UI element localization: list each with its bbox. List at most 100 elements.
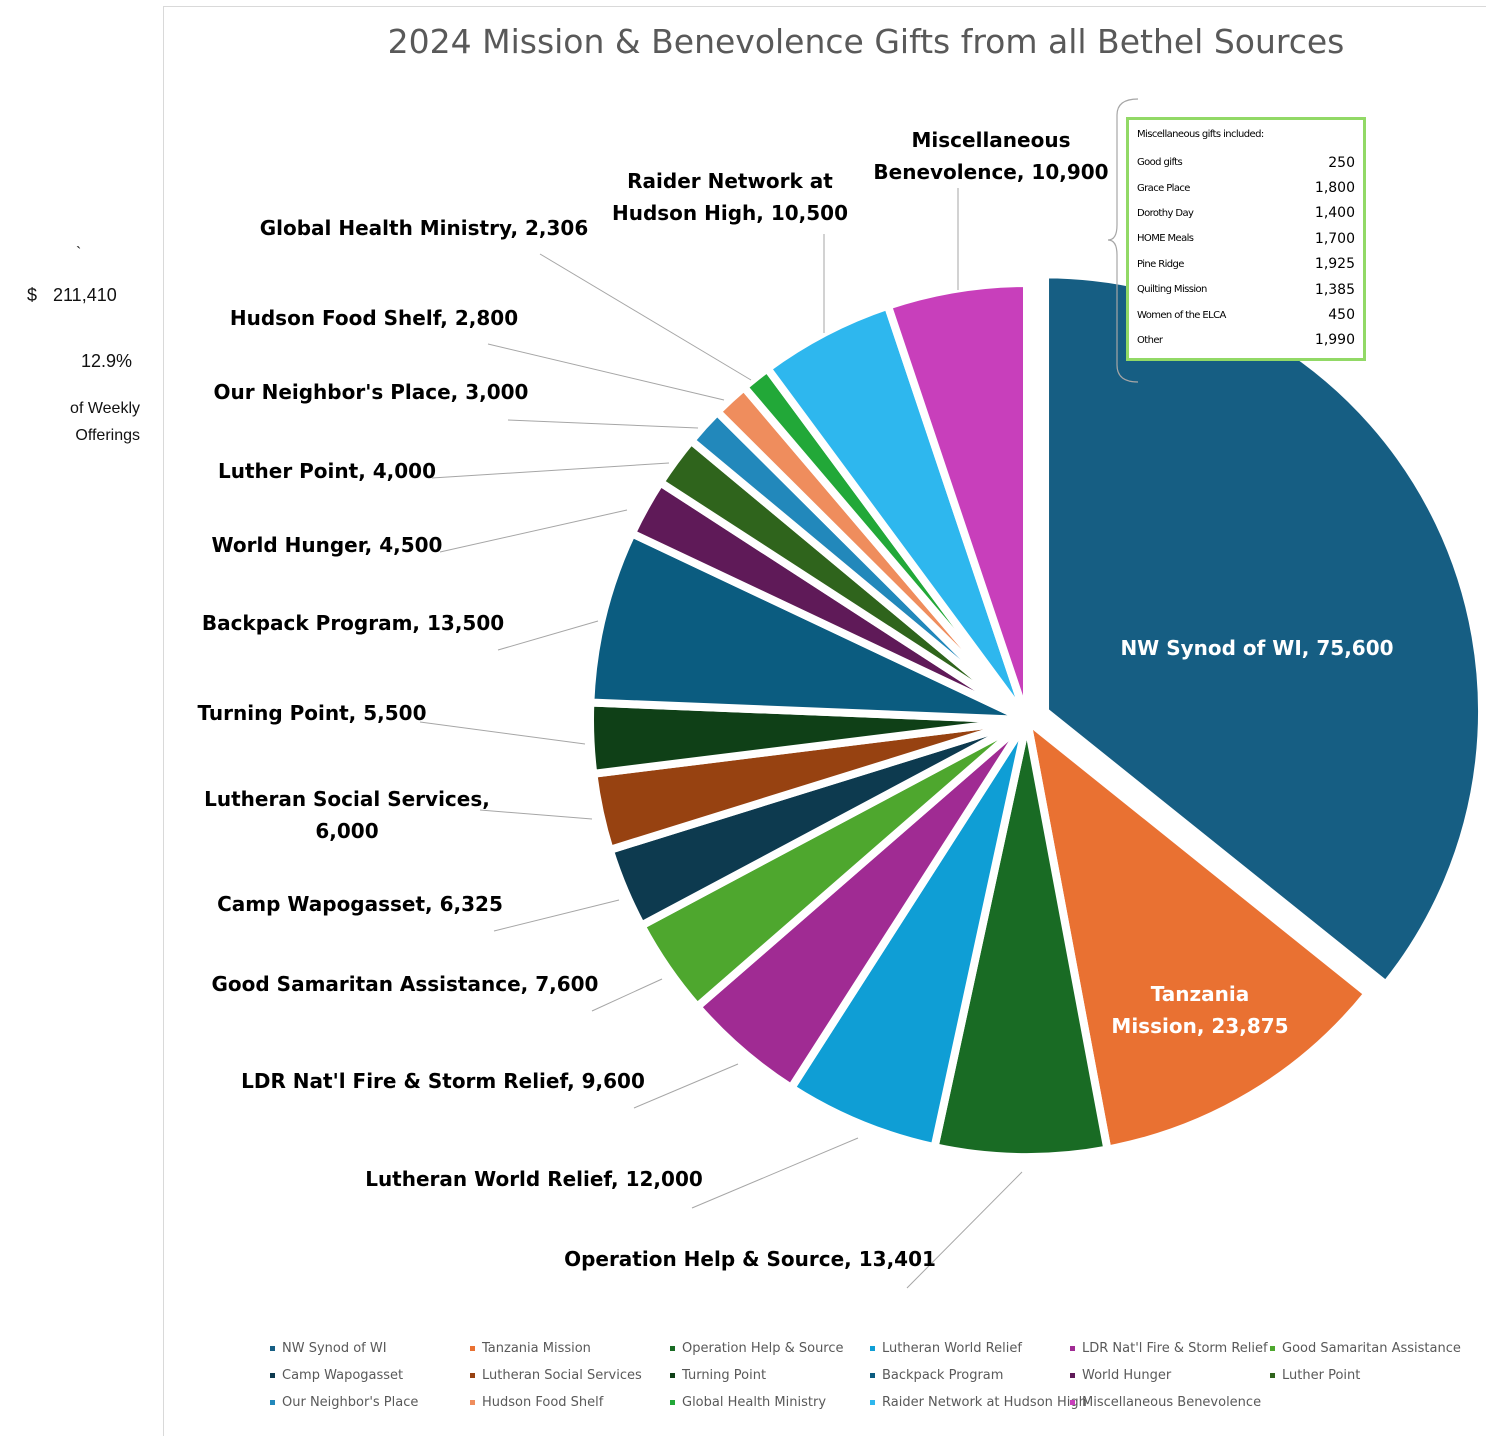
legend-label: Global Health Ministry [682, 1395, 827, 1410]
misc-breakdown-box: Miscellaneous gifts included: Good gifts… [1126, 117, 1366, 361]
legend-label: Hudson Food Shelf [482, 1395, 604, 1410]
slice-label-turning-point: Turning Point, 5,500 [197, 701, 426, 725]
slice-label-good-samaritan-assistance: Good Samaritan Assistance, 7,600 [212, 972, 599, 996]
legend-label: Good Samaritan Assistance [1282, 1341, 1461, 1356]
misc-row-pine-ridge: Pine Ridge 1,925 [1137, 252, 1355, 277]
misc-row-name: Quilting Mission [1137, 284, 1207, 296]
legend-label: Backpack Program [882, 1368, 1004, 1383]
misc-row-quilting-mission: Quilting Mission 1,385 [1137, 277, 1355, 302]
misc-row-name: Pine Ridge [1137, 258, 1184, 270]
legend-label: Miscellaneous Benevolence [1082, 1395, 1262, 1410]
chart-legend: NW Synod of WI Tanzania Mission Operation … [270, 1340, 1480, 1411]
slice-label-lutheran-world-relief: Lutheran World Relief, 12,000 [365, 1167, 703, 1191]
legend-swatch [870, 1400, 875, 1405]
legend-item-luther-point: Luther Point [1270, 1367, 1470, 1384]
slice-label-world-hunger: World Hunger, 4,500 [212, 533, 443, 557]
leader-line-lutheran-social-services [479, 809, 593, 820]
total-value: 211,410 [53, 285, 117, 305]
misc-breakdown-rows: Good gifts 250 Grace Place 1,800 Dorothy Day… [1137, 150, 1355, 353]
slice-label-global-health-ministry: Global Health Ministry, 2,306 [260, 216, 589, 240]
legend-label: LDR Nat'l Fire & Storm Relief [1082, 1341, 1268, 1356]
legend-swatch [270, 1346, 275, 1351]
legend-item-ldr-nat-l-fire-storm-relief: LDR Nat'l Fire & Storm Relief [1070, 1340, 1270, 1357]
legend-label: Turning Point [682, 1368, 767, 1383]
slice-label-miscellaneous-benevolence: Miscellaneous Benevolence, 10,900 [873, 128, 1108, 184]
chart-title: 2024 Mission & Benevolence Gifts from al… [387, 22, 1345, 61]
misc-row-name: Grace Place [1137, 182, 1190, 194]
legend-item-hudson-food-shelf: Hudson Food Shelf [470, 1394, 670, 1411]
pie-slice-backpack-program [586, 529, 1031, 724]
legend-item-global-health-ministry: Global Health Ministry [670, 1394, 870, 1411]
legend-swatch [270, 1373, 275, 1378]
legend-item-miscellaneous-benevolence: Miscellaneous Benevolence [1070, 1394, 1270, 1411]
leader-lines [419, 188, 1023, 1289]
legend-swatch [1070, 1346, 1075, 1351]
leader-line-our-neighbor-s-place [507, 419, 699, 429]
slice-label-luther-point: Luther Point, 4,000 [218, 459, 436, 483]
legend-item-world-hunger: World Hunger [1070, 1367, 1270, 1384]
slice-label-ldr-nat-l-fire-storm-relief: LDR Nat'l Fire & Storm Relief, 9,600 [241, 1069, 645, 1093]
legend-label: Lutheran World Relief [882, 1341, 1022, 1356]
misc-brace [1107, 98, 1139, 383]
pie-slice-tanzania-mission [1023, 716, 1372, 1154]
slice-label-lutheran-social-services: Lutheran Social Services, 6,000 [204, 787, 490, 843]
chart-frame [163, 6, 1486, 1436]
legend-label: Luther Point [1282, 1368, 1361, 1383]
legend-swatch [270, 1400, 275, 1405]
misc-row-home-meals: HOME Meals 1,700 [1137, 226, 1355, 251]
misc-row-value: 250 [1328, 154, 1355, 171]
misc-row-value: 1,700 [1314, 230, 1355, 247]
legend-swatch [470, 1373, 475, 1378]
legend-item-lutheran-world-relief: Lutheran World Relief [870, 1340, 1070, 1357]
total-amount: $211,410 [27, 285, 117, 306]
legend-label: Raider Network at Hudson High [882, 1395, 1087, 1410]
leader-line-lutheran-world-relief [691, 1137, 859, 1209]
misc-row-grace-place: Grace Place 1,800 [1137, 175, 1355, 200]
slice-label-hudson-food-shelf: Hudson Food Shelf, 2,800 [230, 306, 518, 330]
slice-label-tanzania-mission: Tanzania Mission, 23,875 [1111, 982, 1288, 1038]
pie-slice-operation-help-source [930, 716, 1112, 1161]
slice-label-backpack-program: Backpack Program, 13,500 [202, 611, 504, 635]
misc-row-name: Women of the ELCA [1137, 309, 1226, 321]
legend-item-operation-help-source: Operation Help & Source [670, 1340, 870, 1357]
leader-line-hudson-food-shelf [487, 343, 725, 401]
misc-row-other: Other 1,990 [1137, 328, 1355, 353]
legend-swatch [1070, 1400, 1075, 1405]
legend-swatch [1270, 1373, 1275, 1378]
slice-label-nw-synod-of-wi: NW Synod of WI, 75,600 [1120, 636, 1393, 660]
legend-swatch [870, 1346, 875, 1351]
legend-swatch [670, 1373, 675, 1378]
misc-row-value: 1,925 [1314, 256, 1355, 273]
legend-swatch [870, 1373, 875, 1378]
legend-label: Operation Help & Source [682, 1341, 844, 1356]
legend-item-our-neighbor-s-place: Our Neighbor's Place [270, 1394, 470, 1411]
leader-line-turning-point [419, 721, 586, 745]
slice-label-raider-network-at-hudson-high: Raider Network at Hudson High, 10,500 [612, 169, 848, 225]
leader-line-world-hunger [439, 509, 628, 553]
legend-label: NW Synod of WI [282, 1341, 387, 1356]
misc-row-name: Other [1137, 334, 1163, 346]
legend-label: Tanzania Mission [482, 1341, 591, 1356]
pie-slice-miscellaneous-benevolence [883, 279, 1031, 724]
legend-item-backpack-program: Backpack Program [870, 1367, 1070, 1384]
legend-swatch [670, 1400, 675, 1405]
misc-row-name: Good gifts [1137, 157, 1183, 169]
legend-item-lutheran-social-services: Lutheran Social Services [470, 1367, 670, 1384]
side-mark: ` [76, 245, 82, 262]
legend-swatch [470, 1346, 475, 1351]
misc-row-value: 1,800 [1314, 180, 1355, 197]
leader-line-global-health-ministry [539, 253, 752, 381]
legend-label: World Hunger [1082, 1368, 1172, 1383]
leader-line-ldr-nat-l-fire-storm-relief [633, 1063, 739, 1109]
slice-label-operation-help-source: Operation Help & Source, 13,401 [564, 1247, 936, 1271]
misc-row-women-of-the-elca: Women of the ELCA 450 [1137, 302, 1355, 327]
legend-swatch [1070, 1373, 1075, 1378]
leader-line-good-samaritan-assistance [591, 978, 663, 1012]
legend-item-tanzania-mission: Tanzania Mission [470, 1340, 670, 1357]
offering-percent: 12.9% [81, 351, 133, 371]
legend-item-raider-network-at-hudson-high: Raider Network at Hudson High [870, 1394, 1087, 1411]
misc-row-name: HOME Meals [1137, 233, 1194, 245]
legend-label: Our Neighbor's Place [282, 1395, 419, 1410]
misc-row-value: 1,990 [1314, 332, 1355, 349]
slice-label-camp-wapogasset: Camp Wapogasset, 6,325 [217, 892, 503, 916]
